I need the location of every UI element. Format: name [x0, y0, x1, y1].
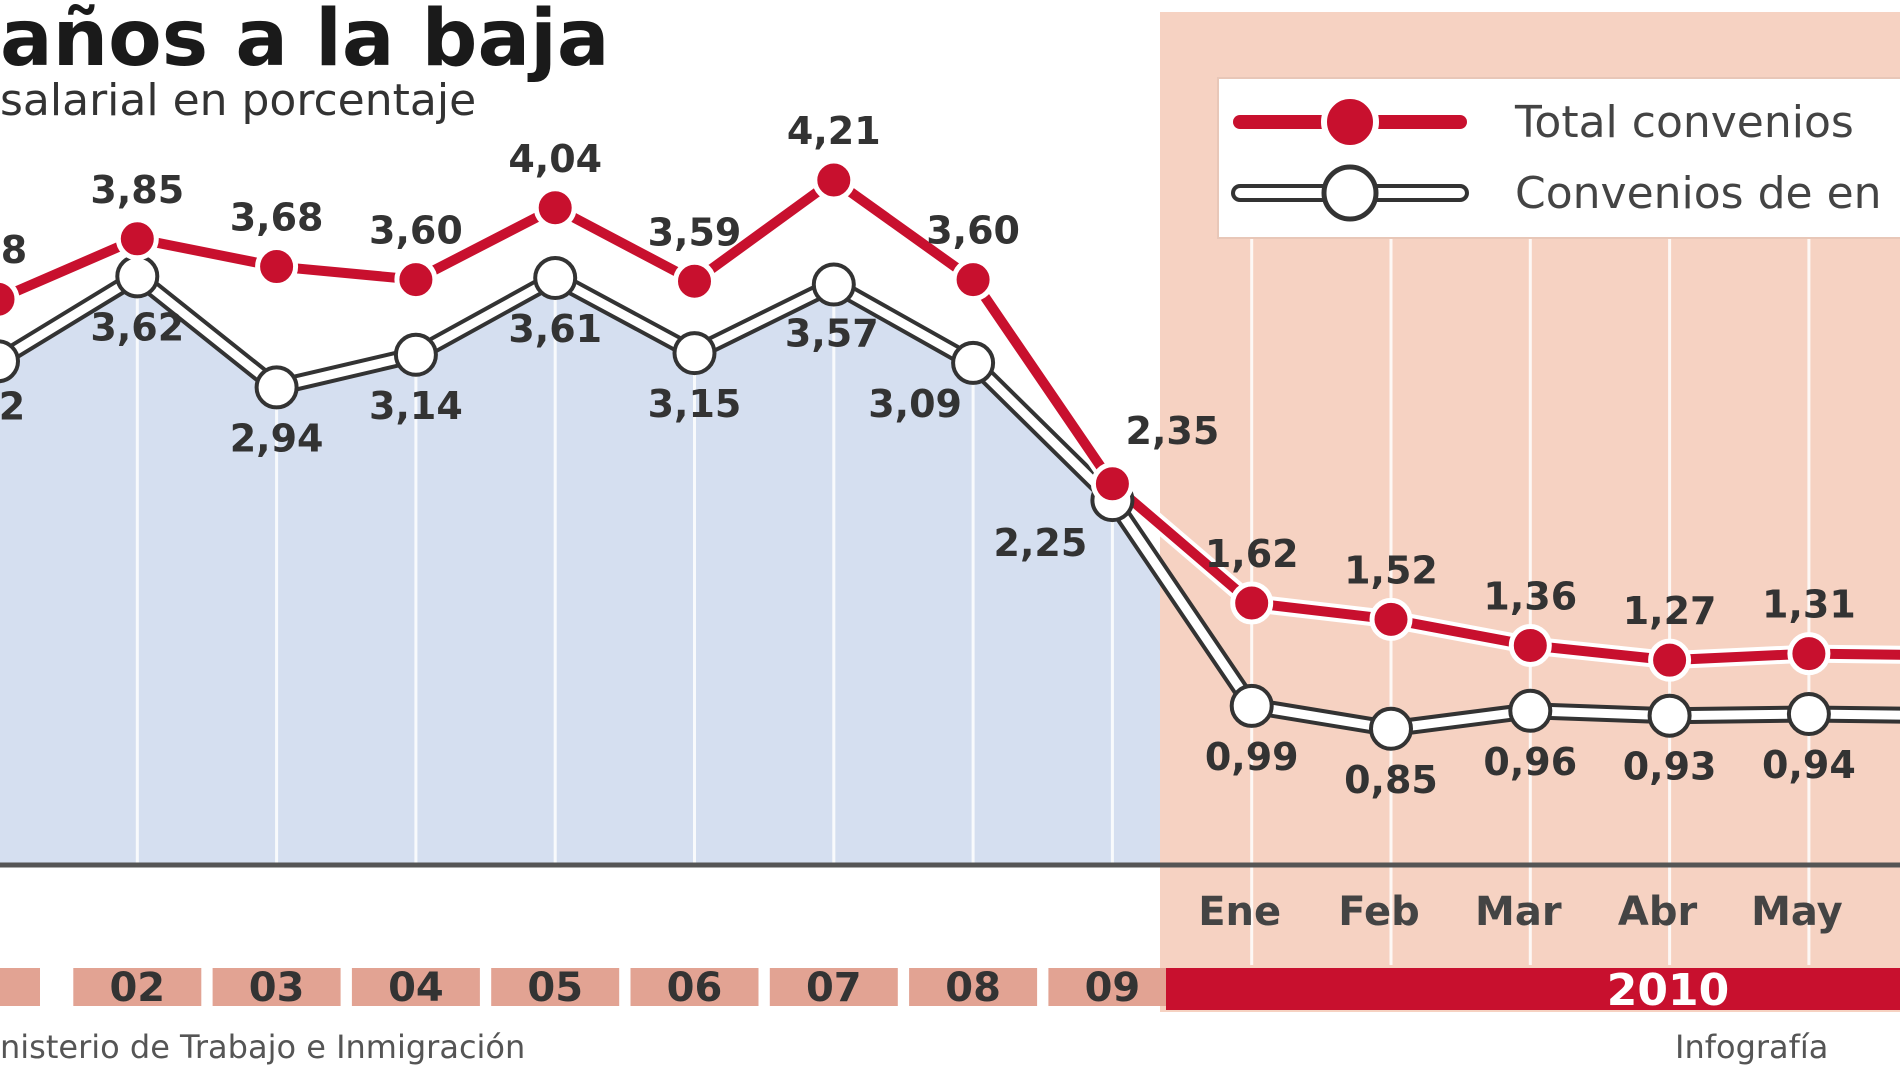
data-label-empresa: 3,61: [508, 307, 602, 351]
point-empresa: [1508, 688, 1553, 733]
month-tick-label: Feb: [1338, 889, 1419, 935]
year-band-cell: [1048, 968, 1177, 1006]
month-tick-label: Mar: [1475, 889, 1562, 935]
point-empresa: [254, 365, 299, 410]
month-tick-label: Abr: [1618, 889, 1698, 935]
point-total: [1230, 581, 1274, 625]
source-text: nisterio de Trabajo e Inmigración: [0, 1028, 525, 1066]
year-tick-label: 08: [945, 965, 1001, 1011]
point-empresa: [1369, 706, 1413, 751]
data-label-total: 3,60: [926, 209, 1020, 253]
data-label-total: 1,62: [1205, 532, 1299, 576]
point-total: [1787, 632, 1831, 676]
point-empresa: [1647, 693, 1692, 738]
data-label-total: 8: [1, 228, 27, 272]
year-band-cell: [769, 968, 898, 1006]
year-band-cell: [73, 968, 202, 1006]
point-empresa: [115, 254, 160, 299]
data-label-empresa: 3,14: [369, 384, 463, 428]
year-tick-label: 06: [667, 965, 723, 1011]
year-tick-label: 05: [527, 965, 583, 1011]
point-total: [673, 259, 716, 303]
legend-marker-empresa: [1231, 164, 1469, 222]
data-label-empresa: 2,94: [230, 416, 324, 460]
month-tick-label: Ene: [1198, 889, 1281, 935]
year-band-cell: [351, 968, 480, 1006]
data-labels: 8 3,85 3,68 3,60 4,04 3,59 4,21 3,60 2,35 1,62 1,5…: [0, 109, 1856, 802]
axis: 02030405060708092010EneFebMarAbrMayJu: [0, 862, 1900, 1016]
gridlines: [135, 215, 1811, 965]
point-total: [951, 258, 995, 302]
chart-title: años a la baja: [0, 0, 610, 84]
data-label-empresa: 0,99: [1205, 735, 1299, 779]
point-total: [0, 277, 20, 321]
point-total: [1369, 597, 1413, 641]
point-total: [1648, 638, 1692, 682]
point-empresa: [0, 339, 20, 384]
data-label-empresa: 0,94: [1762, 743, 1856, 787]
year-2010-label: 2010: [1607, 965, 1729, 1016]
point-total: [1508, 623, 1552, 667]
data-label-empresa: 0,96: [1483, 740, 1577, 784]
data-label-total: 3,59: [648, 210, 742, 254]
month-tick-label: May: [1751, 889, 1843, 935]
chart-subtitle: salarial en porcentaje: [0, 75, 476, 126]
data-label-total: 1,36: [1483, 574, 1577, 618]
point-empresa: [533, 255, 578, 300]
data-label-total: 3,60: [369, 209, 463, 253]
data-label-empresa: 0,93: [1623, 745, 1717, 789]
point-empresa: [672, 331, 717, 376]
point-empresa: [1229, 683, 1274, 728]
point-total: [533, 186, 577, 230]
data-label-empresa: 2,25: [994, 521, 1088, 565]
year-tick-label: 07: [806, 965, 862, 1011]
year-band-cell: [630, 968, 759, 1006]
data-label-empresa: 3,15: [648, 382, 742, 426]
point-total: [1090, 462, 1134, 506]
data-label-empresa: 0,85: [1344, 758, 1438, 802]
data-label-total: 3,68: [230, 196, 324, 240]
point-total: [115, 217, 159, 261]
data-label-total: 1,31: [1762, 583, 1856, 627]
data-label-total: 3,85: [90, 168, 184, 212]
year-tick-label: 04: [388, 965, 444, 1011]
point-total: [255, 245, 299, 289]
year-tick-label: 09: [1085, 965, 1141, 1011]
year-band-2010: [1166, 968, 1900, 1010]
data-label-total: 4,04: [508, 137, 602, 181]
point-total: [394, 258, 438, 302]
area-history: [0, 276, 1160, 865]
point-empresa: [1786, 692, 1831, 737]
credit-text: Infografía: [1675, 1028, 1828, 1066]
point-total: [812, 158, 856, 202]
point-empresa: [951, 340, 996, 385]
legend-label-total: Total convenios: [1514, 97, 1854, 148]
legend-label-empresa: Convenios de en: [1515, 168, 1882, 219]
series-points: [0, 158, 1831, 751]
data-label-empresa: 3,62: [90, 305, 184, 349]
data-label-total: 2,35: [1126, 409, 1220, 453]
point-empresa: [811, 262, 856, 307]
data-label-total: 4,21: [787, 109, 881, 153]
data-label-total: 1,52: [1344, 548, 1438, 592]
year-band-cell: [212, 968, 341, 1006]
year-tick-label: 03: [249, 965, 305, 1011]
year-tick-label: 02: [109, 965, 165, 1011]
point-empresa: [393, 332, 438, 377]
year-band-cell: [909, 968, 1038, 1006]
year-band-cell: [0, 968, 40, 1006]
year-band-cell: [491, 968, 620, 1006]
legend-marker-total: [1233, 93, 1467, 151]
legend: Total convenios Convenios de en: [1217, 77, 1900, 239]
data-label-empresa: 3,09: [868, 382, 962, 426]
data-label-empresa: 2: [0, 384, 25, 428]
data-label-empresa: 3,57: [785, 312, 879, 356]
data-label-total: 1,27: [1623, 589, 1717, 633]
